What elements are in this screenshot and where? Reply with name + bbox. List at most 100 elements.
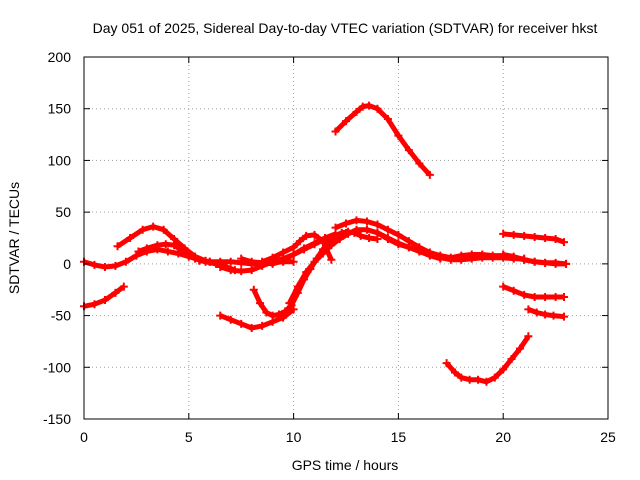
data-point <box>490 373 499 382</box>
data-point <box>457 255 466 264</box>
data-point <box>356 231 365 240</box>
data-point <box>300 244 309 253</box>
data-point <box>551 292 560 301</box>
data-series <box>80 101 571 386</box>
data-point <box>362 217 371 226</box>
data-point <box>541 234 550 242</box>
data-point <box>256 299 265 308</box>
data-point <box>289 250 298 259</box>
data-point <box>302 231 311 240</box>
data-point <box>365 101 374 110</box>
x-tick-label: 15 <box>391 429 407 445</box>
data-point <box>100 262 109 271</box>
data-point <box>507 355 516 364</box>
data-point <box>327 255 336 264</box>
data-point <box>111 261 120 270</box>
data-point <box>541 292 550 301</box>
data-point <box>258 321 267 330</box>
data-point <box>285 299 294 308</box>
data-point <box>226 315 235 324</box>
data-point <box>352 216 361 225</box>
data-point <box>530 257 539 266</box>
data-point <box>310 257 319 266</box>
data-point <box>119 282 128 291</box>
data-point <box>559 292 568 301</box>
data-point <box>373 104 382 113</box>
data-point <box>216 262 225 271</box>
data-point <box>442 359 451 368</box>
y-tick-label: 150 <box>48 101 72 117</box>
x-tick-label: 20 <box>495 429 511 445</box>
data-point <box>289 257 298 266</box>
data-point <box>153 241 162 250</box>
data-point <box>509 230 518 239</box>
data-point <box>559 312 568 321</box>
data-point <box>163 247 172 256</box>
data-point <box>161 240 170 249</box>
y-tick-label: 200 <box>48 49 72 65</box>
series-s16 <box>499 282 568 301</box>
data-point <box>450 368 459 377</box>
data-point <box>237 319 246 328</box>
data-point <box>362 225 371 234</box>
data-point <box>520 231 529 240</box>
data-point <box>404 146 413 155</box>
data-point <box>262 308 271 317</box>
data-point <box>467 254 476 263</box>
data-point <box>142 244 151 253</box>
data-point <box>274 310 283 319</box>
data-point <box>289 243 298 252</box>
data-point <box>482 377 491 386</box>
data-point <box>335 235 344 244</box>
data-point <box>499 250 508 259</box>
data-point <box>394 240 403 249</box>
data-point <box>551 258 560 267</box>
data-point <box>541 310 550 319</box>
data-point <box>499 229 508 238</box>
data-point <box>478 253 487 262</box>
data-point <box>549 311 558 320</box>
data-point <box>509 252 518 261</box>
plot-frame <box>83 56 609 420</box>
data-point <box>562 259 571 268</box>
data-point <box>344 229 353 238</box>
data-point <box>90 300 99 309</box>
data-point <box>358 102 367 111</box>
data-point <box>425 250 434 259</box>
data-point <box>295 237 304 246</box>
data-point <box>331 127 340 136</box>
data-point <box>138 225 147 234</box>
series-s13 <box>331 101 434 179</box>
data-point <box>394 131 403 140</box>
data-point <box>499 282 508 291</box>
data-point <box>191 254 200 263</box>
data-point <box>216 311 225 320</box>
series-s17 <box>499 229 568 247</box>
data-point <box>352 107 361 116</box>
data-point <box>457 373 466 382</box>
data-point <box>111 288 120 297</box>
x-tick-label: 5 <box>185 429 193 445</box>
data-point <box>159 225 168 234</box>
data-point <box>247 266 256 275</box>
data-point <box>524 305 533 314</box>
data-point <box>488 253 497 262</box>
data-point <box>134 247 143 256</box>
x-tick-label: 10 <box>286 429 302 445</box>
data-point <box>425 170 434 179</box>
data-point <box>520 290 529 299</box>
series-s14 <box>373 228 529 264</box>
y-tick-label: 100 <box>48 152 72 168</box>
data-point <box>126 234 135 242</box>
data-point <box>520 255 529 264</box>
data-point <box>293 282 302 291</box>
x-axis-label: GPS time / hours <box>292 457 399 473</box>
data-point <box>352 225 361 234</box>
data-point <box>247 257 256 266</box>
data-point <box>331 231 340 240</box>
tick-labels: 0 5 10 15 20 25 -150 -100 -50 0 50 100 150 200 <box>43 49 616 445</box>
data-point <box>383 115 392 124</box>
data-point <box>121 257 130 266</box>
data-point <box>318 249 327 258</box>
data-point <box>365 234 374 242</box>
